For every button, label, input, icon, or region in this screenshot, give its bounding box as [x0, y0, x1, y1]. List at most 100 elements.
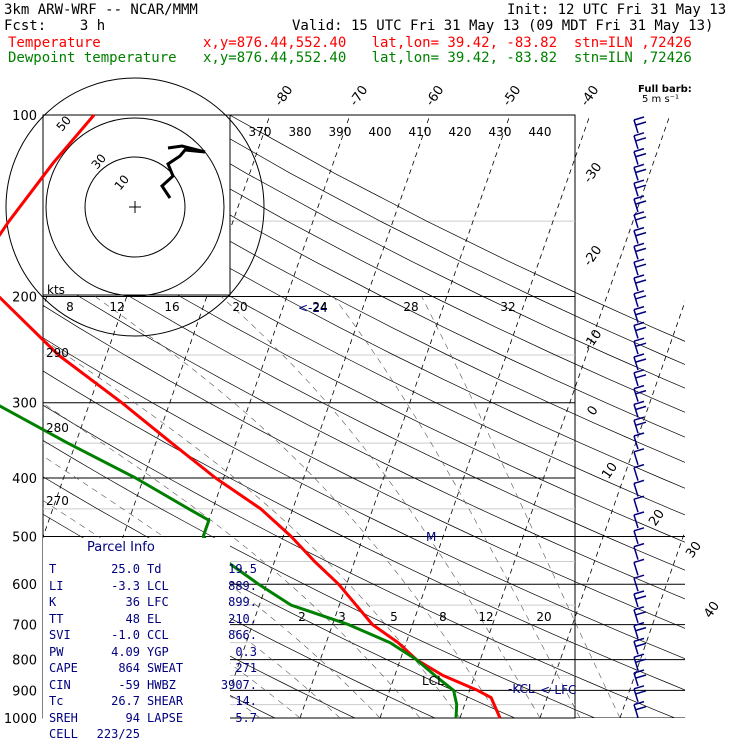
moist-adiabat-line: [43, 402, 421, 718]
wind-barb: [633, 448, 645, 466]
wind-barb: [633, 590, 647, 608]
parcel-info-panel: Parcel Info T 25.0 Td 19.5 LI -3.3 LCL 889. K 36 L…: [43, 538, 257, 740]
parcel-row: TT 48 EL 210.: [49, 611, 257, 628]
parcel-label: SWEAT: [147, 661, 184, 675]
dry-adiabat-line: [43, 440, 595, 718]
wind-barb: [633, 432, 645, 450]
wind-barb: [633, 527, 645, 545]
dry-adiabat-line: [63, 115, 685, 438]
wind-barb: [633, 163, 647, 181]
mixing-ratio-label: 20: [536, 610, 551, 624]
parcel-label: SHEAR: [147, 694, 184, 708]
parcel-label: CAPE: [49, 661, 78, 675]
parcel-label: YGP: [147, 644, 169, 659]
side-theta-label: 280: [46, 421, 69, 435]
parcel-value: 25.0: [111, 562, 140, 576]
mixing-ratio-label: 5: [390, 610, 398, 624]
mixing-ratio-label: 12: [478, 610, 493, 624]
dewpoint-line: [0, 404, 459, 719]
speed-label: 16: [164, 300, 179, 314]
kcl-marker: -KCL: [508, 682, 535, 696]
speed-label: 8: [66, 300, 74, 314]
isotherm-label: -30: [581, 160, 605, 186]
valid-time: Valid: 15 UTC Fri 31 May 13 (09 MDT Fri …: [292, 18, 714, 34]
dewpoint-info: x,y=876.44,552.40 lat,lon= 39.42, -83.82…: [203, 50, 692, 66]
wind-barb: [633, 606, 647, 624]
parcel-value: 223/25: [96, 727, 140, 740]
dry-adiabat-line: [43, 337, 685, 660]
speed-label: 20: [232, 300, 247, 314]
moist-adiabat-line: [95, 296, 501, 718]
moist-adiabat-line: [220, 296, 541, 718]
isotherm-label: -80: [272, 83, 296, 109]
isotherm-label: 30: [683, 539, 705, 561]
temperature-line: [0, 114, 502, 719]
parcel-label: HWBZ: [147, 677, 176, 692]
m-marker: M: [426, 530, 436, 544]
wind-barb: [633, 384, 647, 402]
pressure-label: 800: [12, 654, 37, 669]
forecast-hour: Fcst: 3 h: [4, 18, 106, 34]
isotherm-label: -20: [581, 243, 605, 269]
wind-barb: [633, 242, 647, 260]
wind-barb: [633, 116, 647, 134]
temperature-info: x,y=876.44,552.40 lat,lon= 39.42, -83.82…: [203, 35, 692, 51]
parcel-label: K: [49, 595, 57, 609]
speed-label: 12: [109, 300, 124, 314]
parcel-info-title: Parcel Info: [87, 540, 155, 555]
parcel-row: CELL 223/25: [49, 727, 229, 740]
isotherm-line: [700, 115, 740, 718]
dry-adiabat-line: [43, 404, 675, 718]
isotherm-label: 0: [585, 403, 602, 418]
hodograph-units: kts: [47, 283, 65, 297]
parcel-value: 48: [125, 611, 140, 626]
theta-label: 380: [289, 125, 312, 139]
theta-label: 440: [529, 125, 552, 139]
speed-label: 32: [500, 300, 515, 314]
moist-adiabat-line: [43, 500, 341, 718]
parcel-row: LI -3.3 LCL 889.: [49, 578, 257, 595]
el-marker: <-24: [298, 301, 328, 315]
parcel-value: 5.7: [235, 710, 257, 725]
isotherm-line: [139, 115, 351, 718]
parcel-value: 0.3: [235, 644, 257, 659]
parcel-label: LCL: [147, 578, 169, 593]
wind-barb: [633, 558, 645, 576]
dry-adiabat-line: [43, 127, 685, 463]
parcel-label: LI: [49, 578, 64, 593]
isotherm-line: [379, 115, 591, 718]
isotherm-line: [59, 115, 271, 718]
parcel-row: CIN -59 HWBZ 3907.: [49, 677, 257, 694]
pressure-label: 600: [12, 578, 37, 593]
lfc-marker: <-LFC: [540, 683, 576, 697]
isotherm-label: 20: [646, 507, 668, 529]
parcel-value: 14.: [235, 694, 257, 708]
isotherm-label: -10: [581, 327, 605, 353]
pressure-label: 300: [12, 397, 37, 412]
wind-barb: [633, 179, 647, 197]
parcel-label: SVI: [49, 628, 71, 642]
theta-label: 410: [409, 125, 432, 139]
theta-label: 390: [329, 125, 352, 139]
hodograph-ring: [84, 156, 186, 258]
parcel-row: K 36 LFC 899.: [49, 595, 257, 611]
pressure-label: 200: [12, 291, 37, 306]
dry-adiabat-line: [146, 115, 685, 389]
dry-adiabat-line: [43, 213, 685, 543]
parcel-value: 3907.: [220, 677, 257, 692]
theta-label: 420: [449, 125, 472, 139]
pressure-label: 400: [12, 472, 37, 487]
theta-label: 430: [489, 125, 512, 139]
mixing-ratio-label: 2: [298, 610, 306, 624]
pressure-label: 100: [12, 109, 37, 124]
wind-barb: [633, 258, 647, 276]
parcel-label: LFC: [147, 595, 169, 609]
wind-barb: [633, 211, 647, 229]
parcel-label: CCL: [147, 628, 169, 642]
wind-barb: [633, 621, 647, 639]
parcel-label: T: [49, 562, 57, 576]
wind-barb: [633, 132, 647, 150]
parcel-value: 210.: [228, 611, 257, 626]
parcel-label: CIN: [49, 677, 71, 692]
wind-barb: [633, 479, 645, 497]
